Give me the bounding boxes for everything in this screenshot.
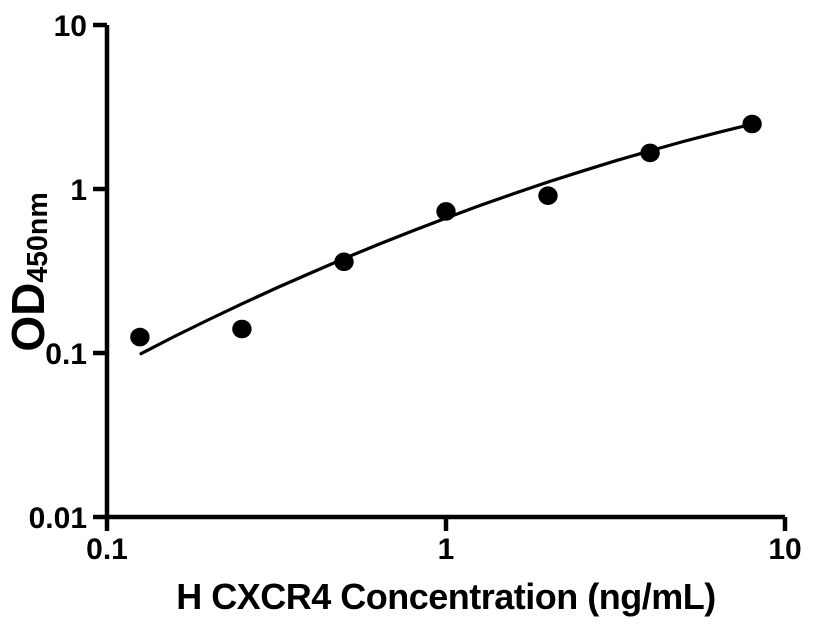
data-point — [640, 143, 660, 163]
y-axis-title-subscript: 450nm — [21, 192, 54, 283]
x-tick-label: 0.1 — [86, 533, 128, 566]
y-axis-title: OD450nm — [1, 192, 55, 351]
data-point — [334, 252, 354, 272]
data-point — [538, 186, 558, 205]
x-tick-label: 10 — [768, 533, 801, 566]
axes — [104, 25, 785, 520]
y-axis-title-main: OD — [2, 282, 54, 352]
y-tick-label: 0.01 — [29, 502, 87, 535]
data-point — [436, 202, 456, 221]
axis-spines — [104, 25, 785, 520]
data-points — [130, 114, 762, 347]
fit-curve — [139, 122, 753, 356]
data-point — [742, 114, 762, 134]
x-axis-title: H CXCR4 Concentration (ng/mL) — [176, 576, 716, 617]
x-tick-label: 1 — [438, 533, 455, 566]
data-point — [130, 327, 150, 347]
y-tick-label: 10 — [54, 10, 87, 43]
tick-marks — [93, 22, 788, 531]
fit-curve-line — [139, 122, 753, 356]
y-tick-label: 1 — [70, 174, 87, 207]
data-point — [232, 319, 252, 339]
y-tick-label: 0.1 — [45, 338, 87, 371]
